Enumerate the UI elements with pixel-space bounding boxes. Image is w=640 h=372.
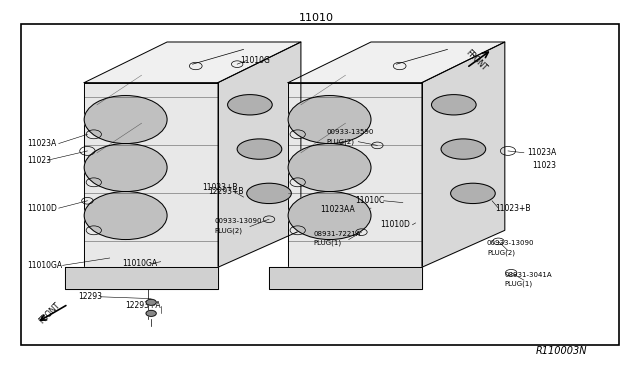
Polygon shape (218, 42, 301, 267)
Circle shape (84, 192, 167, 240)
Circle shape (146, 299, 156, 305)
Text: 12293+B: 12293+B (209, 187, 244, 196)
Text: 11010C: 11010C (355, 196, 384, 205)
Polygon shape (84, 42, 301, 83)
Text: 08931-3041A: 08931-3041A (505, 272, 552, 278)
Ellipse shape (228, 94, 272, 115)
Ellipse shape (441, 139, 486, 159)
Text: 12293+A: 12293+A (125, 301, 161, 311)
Polygon shape (84, 83, 218, 267)
Bar (20, 23, 620, 345)
Text: 11023AA: 11023AA (320, 205, 355, 215)
Text: PLUG(2): PLUG(2) (326, 138, 355, 145)
Text: 11010G: 11010G (241, 56, 270, 65)
Circle shape (84, 96, 167, 144)
Text: 11023A: 11023A (27, 139, 56, 148)
Polygon shape (422, 42, 505, 267)
Ellipse shape (451, 183, 495, 203)
Text: 00933-13090: 00933-13090 (487, 240, 534, 246)
Circle shape (288, 144, 371, 192)
Text: 11023A: 11023A (527, 148, 556, 157)
Polygon shape (288, 83, 422, 267)
Text: 11023: 11023 (27, 155, 51, 165)
Text: FRONT: FRONT (37, 301, 61, 326)
Text: PLUG(2): PLUG(2) (487, 249, 515, 256)
Text: 11023: 11023 (532, 161, 556, 170)
Text: 11010GA: 11010GA (122, 259, 157, 268)
Circle shape (84, 144, 167, 192)
Polygon shape (288, 42, 505, 83)
Text: R110003N: R110003N (536, 346, 588, 356)
Text: 00933-13590: 00933-13590 (326, 129, 374, 135)
Text: 08931-7221A: 08931-7221A (314, 231, 361, 237)
Text: 11023+B: 11023+B (202, 183, 237, 192)
Text: 11010: 11010 (300, 13, 334, 23)
Polygon shape (65, 267, 218, 289)
Text: 11010D: 11010D (381, 220, 410, 229)
Text: 12293: 12293 (78, 292, 102, 301)
Text: 11010GA: 11010GA (27, 261, 62, 270)
Text: 11010D: 11010D (27, 203, 57, 213)
Text: PLUG(2): PLUG(2) (215, 227, 243, 234)
Ellipse shape (237, 139, 282, 159)
Circle shape (146, 310, 156, 316)
Text: 00933-13090: 00933-13090 (215, 218, 262, 224)
Text: PLUG(1): PLUG(1) (505, 280, 533, 287)
Text: PLUG(1): PLUG(1) (314, 240, 342, 247)
Text: FRONT: FRONT (464, 48, 488, 73)
Polygon shape (269, 267, 422, 289)
Circle shape (288, 96, 371, 144)
Text: 11023+B: 11023+B (495, 203, 531, 213)
Ellipse shape (246, 183, 291, 203)
Ellipse shape (431, 94, 476, 115)
Circle shape (288, 192, 371, 240)
